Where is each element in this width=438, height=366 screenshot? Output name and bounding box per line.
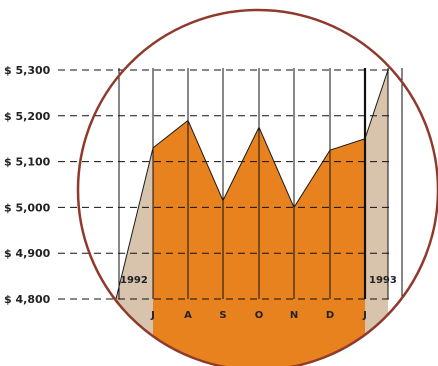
month-label: O (255, 310, 264, 321)
vertical-gridlines (118, 68, 403, 299)
y-tick-label: $ 5,000 (4, 201, 51, 214)
year-label-1992: 1992 (120, 275, 148, 286)
highlight-area (153, 70, 365, 366)
month-label: S (219, 310, 226, 321)
series-line (115, 69, 389, 300)
y-tick-label: $ 5,300 (4, 64, 51, 77)
month-label: D (326, 310, 334, 321)
y-tick-label: $ 4,800 (4, 293, 51, 306)
month-label: J (362, 310, 367, 321)
y-tick-label: $ 4,900 (4, 247, 51, 260)
series-outline (115, 69, 389, 300)
month-label: A (184, 310, 192, 321)
lens-circle (76, 8, 438, 366)
y-tick-label: $ 5,200 (4, 110, 51, 123)
month-label: N (290, 310, 298, 321)
year-label-1993: 1993 (369, 275, 397, 286)
y-tick-labels: $ 4,800 $ 4,900 $ 5,000 $ 5,100 $ 5,200 $ 5,3… (4, 64, 51, 306)
horizontal-gridlines (58, 69, 392, 300)
month-label: J (150, 310, 155, 321)
highlight-fill (153, 70, 365, 366)
y-tick-label: $ 5,100 (4, 156, 51, 169)
